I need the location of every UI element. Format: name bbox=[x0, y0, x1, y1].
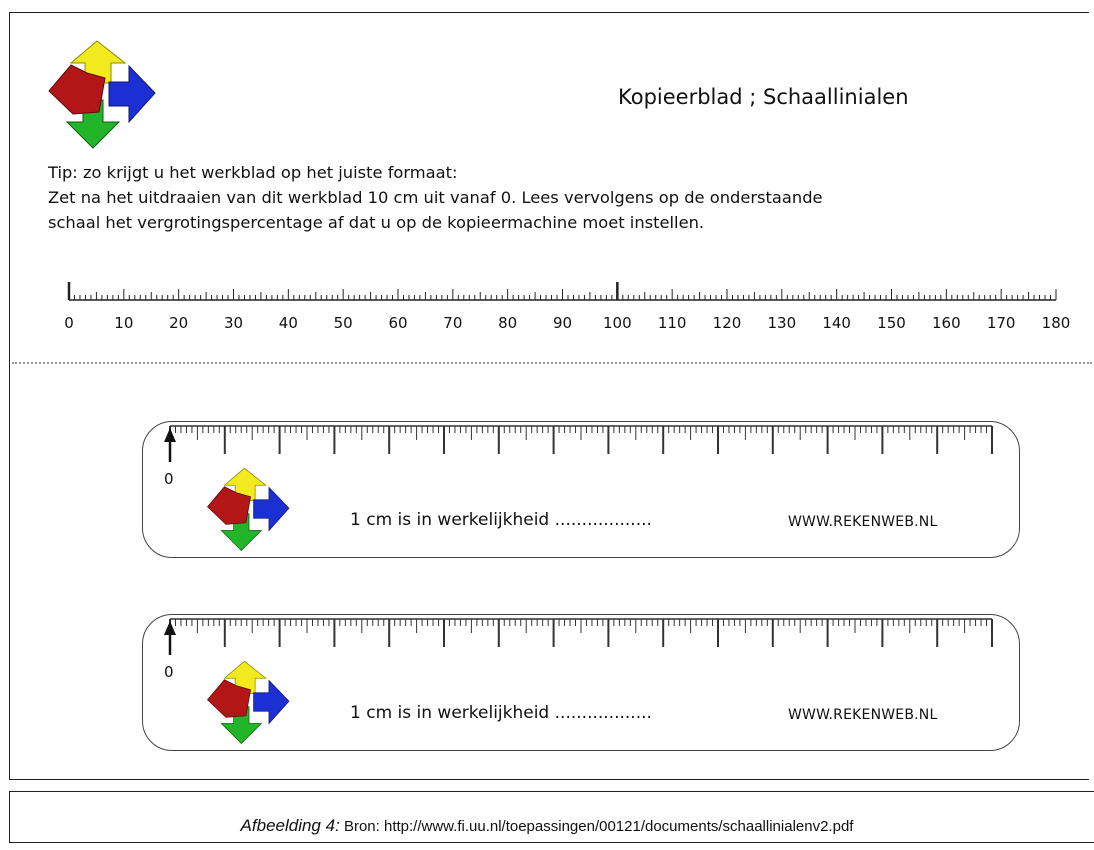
website-label: WWW.REKENWEB.NL bbox=[788, 707, 938, 723]
caption-label: Afbeelding 4: bbox=[240, 816, 340, 835]
caption-source: Bron: http://www.fi.uu.nl/toepassingen/0… bbox=[339, 818, 854, 835]
percentage-scale: 0 10 20 30 40 50 60 70 80 90 100 110 120 130 140 150 160… bbox=[64, 282, 1071, 332]
tip-line: Zet na het uitdraaien van dit werkblad 1… bbox=[48, 188, 823, 207]
ruler-ticks bbox=[164, 425, 993, 462]
ruler-ticks bbox=[164, 618, 993, 655]
scale-label: 120 bbox=[713, 314, 742, 332]
measure-label: 1 cm is in werkelijkheid bbox=[350, 510, 550, 530]
colored-arrows-logo-icon bbox=[206, 659, 292, 749]
scale-label: 170 bbox=[987, 314, 1016, 332]
scale-label: 180 bbox=[1042, 314, 1071, 332]
scale-label: 40 bbox=[279, 314, 298, 332]
scale-label: 80 bbox=[498, 314, 517, 332]
measure-text: 1 cm is in werkelijkheid ...............… bbox=[350, 510, 652, 530]
scale-ruler: 0 1 cm is in werkelijkheid .............… bbox=[142, 614, 1020, 751]
scale-label: 60 bbox=[388, 314, 407, 332]
cut-line bbox=[12, 362, 1092, 364]
tip-text: Tip: zo krijgt u het werkblad op het jui… bbox=[48, 160, 1088, 235]
scale-label: 110 bbox=[658, 314, 687, 332]
scale-label: 50 bbox=[334, 314, 353, 332]
scale-label: 10 bbox=[114, 314, 133, 332]
scale-label: 0 bbox=[64, 314, 74, 332]
measure-label: 1 cm is in werkelijkheid bbox=[350, 703, 550, 723]
zero-arrow-head bbox=[164, 428, 176, 442]
scale-label: 130 bbox=[768, 314, 797, 332]
zero-label: 0 bbox=[164, 663, 174, 681]
zero-label: 0 bbox=[164, 470, 174, 488]
tip-line: schaal het vergrotingspercentage af dat … bbox=[48, 213, 705, 232]
colored-arrows-logo-icon bbox=[206, 466, 292, 556]
scale-label: 150 bbox=[877, 314, 906, 332]
zero-arrow-head bbox=[164, 621, 176, 635]
page-title: Kopieerblad ; Schaallinialen bbox=[618, 85, 909, 109]
fill-in-dots: .................. bbox=[554, 703, 652, 723]
caption-frame bbox=[9, 791, 1094, 843]
tip-line: Tip: zo krijgt u het werkblad op het jui… bbox=[48, 163, 458, 182]
colored-arrows-logo-icon bbox=[47, 38, 159, 154]
scale-label: 70 bbox=[443, 314, 462, 332]
scale-label: 20 bbox=[169, 314, 188, 332]
scale-label: 30 bbox=[224, 314, 243, 332]
website-label: WWW.REKENWEB.NL bbox=[788, 514, 938, 530]
measure-text: 1 cm is in werkelijkheid ...............… bbox=[350, 703, 652, 723]
scale-label: 100 bbox=[603, 314, 632, 332]
worksheet-frame bbox=[9, 12, 1089, 780]
scale-label: 90 bbox=[553, 314, 572, 332]
figure-caption: Afbeelding 4: Bron: http://www.fi.uu.nl/… bbox=[0, 816, 1094, 836]
scale-label: 140 bbox=[822, 314, 851, 332]
fill-in-dots: .................. bbox=[554, 510, 652, 530]
scale-ruler: 0 1 cm is in werkelijkheid .............… bbox=[142, 421, 1020, 558]
scale-label: 160 bbox=[932, 314, 961, 332]
